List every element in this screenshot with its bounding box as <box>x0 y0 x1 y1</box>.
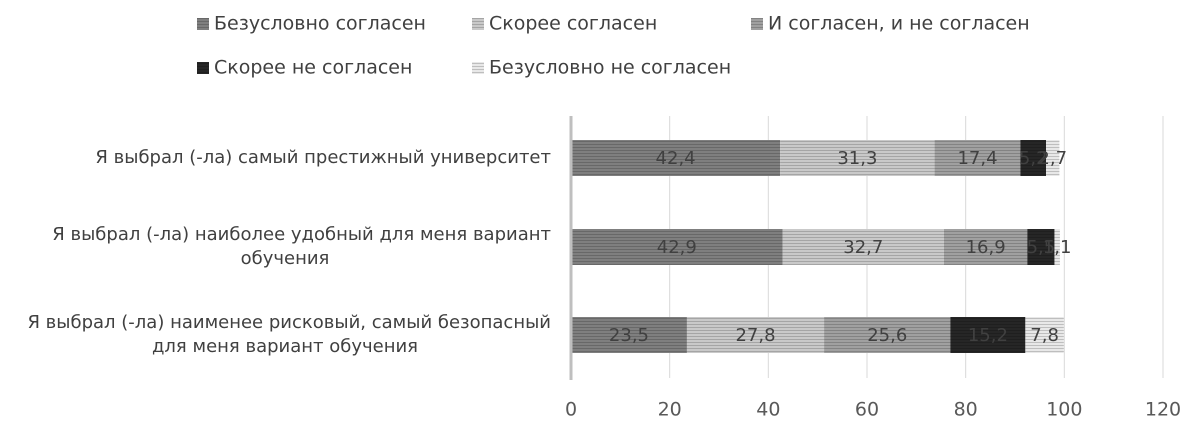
x-tick-labels: 0 20 40 60 80 100 120 <box>565 399 1181 421</box>
legend-label-5: Безусловно не согласен <box>489 57 731 79</box>
legend-swatch-texture-5 <box>472 62 484 74</box>
data-label-2-5: 1,1 <box>1043 237 1072 258</box>
x-tick-label-0: 0 <box>565 399 577 421</box>
bar-texture-3-1 <box>571 317 687 353</box>
data-label-1-2: 31,3 <box>837 148 877 169</box>
category-labels: Я выбрал (-ла) самый престижный универси… <box>27 147 551 357</box>
legend-label-4: Скорее не согласен <box>214 57 412 79</box>
category-label-2-line-2: обучения <box>241 248 330 269</box>
bar-texture-2-3 <box>943 229 1028 265</box>
category-label-3-line-1: Я выбрал (-ла) наименее рисковый, самый … <box>27 312 551 333</box>
x-tick-label-80: 80 <box>954 399 978 421</box>
bar-texture-3-3 <box>824 317 951 353</box>
data-label-3-4: 15,2 <box>968 325 1008 346</box>
data-label-3-2: 27,8 <box>735 325 775 346</box>
x-tick-label-100: 100 <box>1046 399 1082 421</box>
legend-label-2: Скорее согласен <box>489 13 657 35</box>
bar-texture-1-5 <box>1046 140 1060 176</box>
legend-label-3: И согласен, и не согласен <box>768 13 1030 35</box>
x-tick-label-40: 40 <box>756 399 780 421</box>
category-label-3-line-2: для меня вариант обучения <box>152 336 418 357</box>
x-tick-label-20: 20 <box>658 399 682 421</box>
bar-texture-1-2 <box>780 140 935 176</box>
category-label-1-line-1: Я выбрал (-ла) самый престижный универси… <box>95 147 551 168</box>
bar-texture-1-4 <box>1020 140 1047 176</box>
legend: Безусловно согласен Скорее согласен И согл… <box>197 13 1030 79</box>
data-label-2-1: 42,9 <box>657 237 697 258</box>
bar-texture-2-5 <box>1054 229 1060 265</box>
data-label-1-1: 42,4 <box>656 148 696 169</box>
x-tick-label-120: 120 <box>1145 399 1181 421</box>
legend-swatch-texture-4 <box>197 62 209 74</box>
bar-texture-2-1 <box>571 229 783 265</box>
bar-texture-3-4 <box>950 317 1026 353</box>
data-label-2-2: 32,7 <box>843 237 883 258</box>
legend-label-1: Безусловно согласен <box>214 13 426 35</box>
data-label-3-5: 7,8 <box>1030 325 1059 346</box>
data-label-1-4: 5,2 <box>1019 148 1048 169</box>
data-label-1-5: 2,7 <box>1038 148 1067 169</box>
data-label-2-3: 16,9 <box>966 237 1006 258</box>
bars <box>571 140 1064 353</box>
x-tick-label-60: 60 <box>855 399 879 421</box>
legend-swatch-texture-1 <box>197 18 209 30</box>
data-label-2-4: 5,5 <box>1027 237 1056 258</box>
bar-texture-2-4 <box>1027 229 1055 265</box>
bar-texture-3-5 <box>1025 317 1064 353</box>
data-label-3-3: 25,6 <box>867 325 907 346</box>
data-label-1-3: 17,4 <box>957 148 997 169</box>
data-labels: 42,4 31,3 17,4 5,22,7 42,9 32,7 16,9 5,51,1 23,5… <box>609 148 1072 346</box>
category-label-2-line-1: Я выбрал (-ла) наиболее удобный для меня… <box>52 224 551 245</box>
legend-swatch-texture-3 <box>751 18 763 30</box>
bar-texture-2-2 <box>782 229 944 265</box>
bar-texture-1-1 <box>571 140 781 176</box>
legend-swatch-texture-2 <box>472 18 484 30</box>
data-label-3-1: 23,5 <box>609 325 649 346</box>
bar-texture-3-2 <box>686 317 825 353</box>
bar-texture-1-3 <box>934 140 1021 176</box>
